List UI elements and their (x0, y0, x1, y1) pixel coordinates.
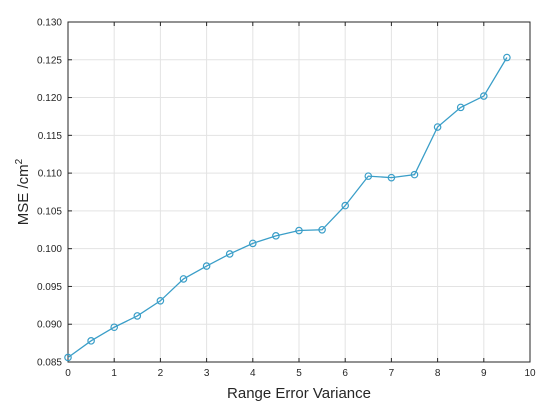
x-tick-label: 7 (389, 368, 395, 379)
x-tick-label: 5 (296, 368, 302, 379)
y-tick-label: 0.090 (37, 320, 62, 331)
y-axis-label: MSE /cm2 (14, 158, 32, 225)
series-line (67, 57, 508, 358)
data-point (341, 201, 350, 210)
y-tick-label: 0.085 (37, 358, 62, 369)
x-tick-label: 8 (435, 368, 441, 379)
data-point (110, 323, 119, 332)
y-tick-label: 0.115 (38, 131, 63, 142)
x-tick-label: 10 (524, 368, 536, 379)
y-tick-label: 0.095 (37, 282, 62, 293)
data-point (272, 232, 280, 240)
data-point (179, 275, 188, 283)
data-point (295, 226, 303, 235)
y-tick-label: 0.120 (37, 93, 62, 104)
axes (67, 21, 531, 363)
data-point (364, 172, 373, 180)
data-point (410, 170, 419, 179)
data-point (456, 103, 465, 112)
x-tick-label: 0 (65, 368, 71, 379)
y-tick-label: 0.125 (37, 55, 62, 66)
series-markers (64, 53, 511, 362)
x-tick-label: 1 (111, 368, 117, 379)
y-tick-label: 0.105 (37, 206, 62, 217)
data-point (318, 225, 326, 234)
y-tick-label: 0.110 (38, 169, 63, 180)
data-point (156, 296, 165, 305)
x-tick-label: 4 (250, 368, 256, 379)
data-point (433, 123, 442, 131)
data-point (87, 337, 95, 345)
y-tick-label: 0.100 (37, 244, 62, 255)
x-tick-label: 6 (342, 368, 348, 379)
x-tick-label: 2 (158, 368, 164, 379)
y-axis-label-text: MSE /cm (15, 164, 32, 225)
x-tick-labels: 0 1 2 3 4 5 6 7 8 9 10 (65, 368, 536, 379)
plot-frame (67, 21, 531, 363)
y-tick-labels: 0.085 0.090 0.095 0.100 0.105 0.110 0.115 0.120… (37, 18, 62, 369)
data-point (64, 353, 72, 362)
data-point (225, 250, 234, 258)
data-point (387, 173, 396, 182)
data-point (249, 239, 257, 248)
y-tick-label: 0.130 (37, 18, 62, 29)
data-point (503, 53, 511, 62)
x-axis-label: Range Error Variance (227, 385, 371, 402)
data-point (202, 262, 211, 270)
x-tick-label: 9 (481, 368, 487, 379)
data-point (479, 92, 488, 100)
data-point (133, 312, 142, 320)
y-axis-label-superscript: 2 (14, 158, 25, 164)
x-tick-label: 3 (204, 368, 210, 379)
